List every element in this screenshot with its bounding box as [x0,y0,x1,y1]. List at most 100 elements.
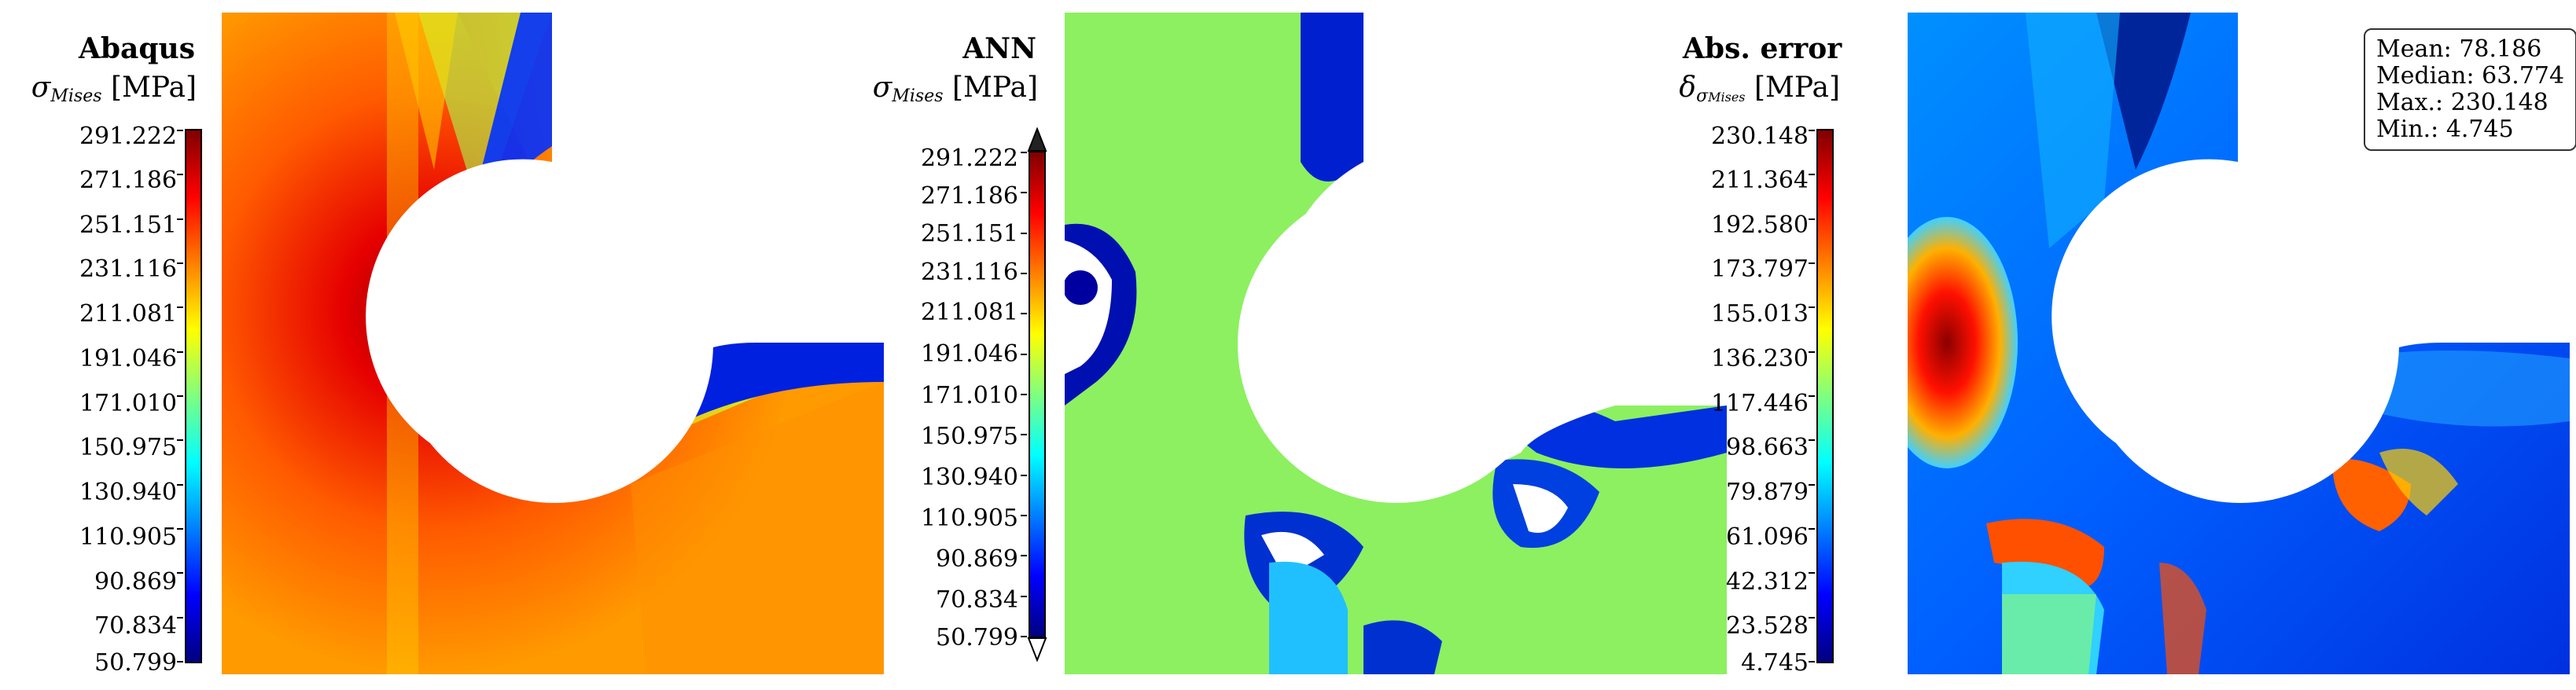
tick-label: 61.096 [1726,523,1809,551]
tick-label: 171.010 [79,390,177,417]
colorbar-tick-mark [177,439,183,442]
colorbar-tick-mark [177,174,183,176]
colorbar-tick-mark [1021,434,1027,436]
colorbar-tick-mark [177,616,183,618]
tick-label: 23.528 [1726,612,1809,640]
colorbar-tick-mark [1809,483,1815,486]
tick-label: 150.975 [79,434,177,461]
tick-label: 211.081 [79,300,177,328]
tick-label: 90.869 [936,545,1018,573]
tick-label: 191.046 [79,345,177,373]
tick-label: 291.222 [920,145,1018,172]
colorbar [1816,129,1834,663]
colorbar-tick-mark [177,130,183,131]
tick-label: 192.580 [1710,211,1809,239]
colorbar-tick-mark [1021,353,1027,355]
colorbar-tick-mark [1809,130,1815,131]
tick-label: 231.116 [920,259,1018,286]
tick-label: 211.081 [920,299,1018,326]
colorbar-tick-mark [1021,232,1027,234]
error-field [1908,13,2570,674]
colorbar-tick-mark [1809,616,1815,618]
colorbar-extend-bottom-icon [1027,637,1047,662]
colorbar-tick-mark [177,395,183,397]
colorbar-tick-mark [1021,152,1027,153]
panel-title: Abaqus [78,32,195,65]
colorbar-tick-mark [177,262,183,264]
tick-label: 173.797 [1710,255,1809,283]
quantity-symbol: σ [31,72,51,104]
tick-label: 70.834 [936,586,1018,614]
colorbar-tick-mark [177,528,183,530]
tick-label: 130.940 [920,464,1018,491]
stress-field-ann [1065,13,1727,674]
tick-label: 50.799 [94,649,177,677]
colorbar-tick-mark [177,218,183,220]
colorbar-tick-mark [177,572,183,574]
colorbar-extend-top-icon [1027,127,1047,152]
stat-min: Min.: 4.745 [2376,116,2514,143]
quantity-subscript: σMises [1696,86,1745,106]
colorbar-tick-mark [1021,474,1027,476]
quantity-symbol: δ [1679,72,1697,104]
tick-label: 231.116 [79,255,177,283]
colorbar-tick-mark [1021,313,1027,315]
tick-label: 155.013 [1710,300,1809,328]
tick-label: 117.446 [1710,390,1809,417]
stat-mean: Mean: 78.186 [2376,35,2542,63]
colorbar-label: σMises [MPa] [841,72,1038,112]
quantity-subscript: Mises [50,86,102,106]
colorbar-tick-mark [1809,661,1815,662]
tick-label: 251.151 [79,211,177,239]
statistics-box: Mean: 78.186 Median: 63.774 Max.: 230.14… [2364,28,2576,151]
tick-label: 251.151 [920,220,1018,248]
tick-label: 98.663 [1726,434,1809,461]
stress-field-abaqus [222,13,884,674]
quantity-subscript-index: Mises [1708,90,1746,105]
tick-label: 171.010 [920,382,1018,409]
tick-label: 79.879 [1726,479,1809,506]
colorbar [185,129,202,663]
tick-label: 42.312 [1726,568,1809,596]
colorbar-tick-mark [1809,528,1815,530]
colorbar-tick-mark [1809,306,1815,309]
colorbar-tick-mark [1021,394,1027,395]
tick-label: 130.940 [79,479,177,506]
tick-label: 291.222 [79,123,177,150]
quantity-subscript: Mises [892,86,944,106]
tick-label: 191.046 [920,340,1018,368]
colorbar-tick-mark [1809,174,1815,176]
stat-median: Median: 63.774 [2376,62,2565,90]
tick-label: 90.869 [94,568,177,596]
tick-label: 211.364 [1710,167,1809,194]
colorbar-tick-mark [177,661,183,662]
tick-label: 70.834 [94,612,177,640]
colorbar-tick-mark [1021,636,1027,637]
tick-label: 4.745 [1741,649,1809,677]
colorbar-tick-mark [1021,595,1027,597]
panel-title: Abs. error [1683,32,1842,65]
colorbar-tick-mark [1021,273,1027,274]
quantity-symbol: σ [872,72,892,104]
colorbar-tick-mark [1809,351,1815,353]
colorbar-tick-mark [1021,515,1027,516]
tick-label: 150.975 [920,423,1018,450]
colorbar-tick-mark [177,306,183,309]
colorbar-tick-mark [1809,218,1815,220]
colorbar-tick-mark [1809,395,1815,397]
colorbar-tick-mark [1809,572,1815,574]
quantity-subscript-symbol: σ [1696,86,1709,106]
panel-title: ANN [962,32,1036,65]
quantity-unit: [MPa] [1754,72,1840,104]
tick-label: 50.799 [936,624,1018,651]
colorbar-label: δσMises [MPa] [1636,72,1840,113]
stat-max: Max.: 230.148 [2376,89,2548,116]
tick-label: 230.148 [1710,123,1809,150]
colorbar-tick-mark [1021,192,1027,194]
colorbar-label: σMises [MPa] [0,72,197,112]
tick-label: 110.905 [79,523,177,551]
tick-label: 110.905 [920,505,1018,532]
colorbar-tick-mark [1809,439,1815,442]
tick-label: 271.186 [79,167,177,194]
colorbar-tick-mark [177,351,183,353]
